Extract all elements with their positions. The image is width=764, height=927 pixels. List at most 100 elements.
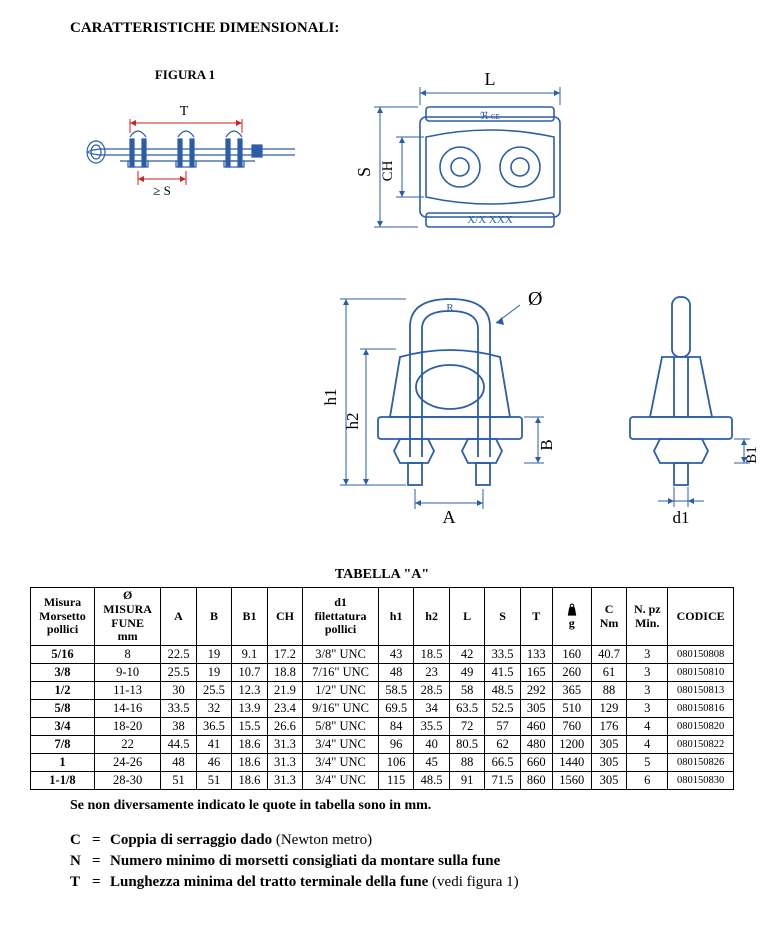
- table-cell: 305: [591, 772, 626, 790]
- table-cell: 080150830: [668, 772, 734, 790]
- table-cell: 292: [520, 682, 552, 700]
- table-cell: 5/8" UNC: [303, 718, 379, 736]
- label-R: R: [446, 302, 454, 314]
- table-cell: 18.6: [232, 772, 267, 790]
- table-cell: 510: [552, 700, 591, 718]
- table-cell: 080150808: [668, 646, 734, 664]
- table-cell: 3/4" UNC: [303, 736, 379, 754]
- table-cell: 33.5: [485, 646, 520, 664]
- figure-1-block: FIGURA 1: [70, 67, 300, 199]
- table-cell: 3/4" UNC: [303, 754, 379, 772]
- dim-phi: Ø: [528, 288, 542, 310]
- table-cell: 91: [449, 772, 484, 790]
- mark-text: X/X XXX: [467, 214, 513, 226]
- table-cell: 31.3: [267, 772, 302, 790]
- table-cell: 61: [591, 664, 626, 682]
- table-cell: 3/4: [31, 718, 95, 736]
- dim-T-label: T: [180, 104, 189, 119]
- table-cell: 49: [449, 664, 484, 682]
- table-cell: 96: [378, 736, 413, 754]
- table-cell: 32: [196, 700, 231, 718]
- table-cell: 80.5: [449, 736, 484, 754]
- legend-eq: =: [92, 832, 110, 849]
- table-cell: 3/8: [31, 664, 95, 682]
- table-cell: 12.3: [232, 682, 267, 700]
- table-cell: 305: [591, 736, 626, 754]
- table-row: 3/89-1025.51910.718.87/16" UNC48234941.5…: [31, 664, 734, 682]
- table-cell: 760: [552, 718, 591, 736]
- table-cell: 40: [414, 736, 449, 754]
- dim-h2: h2: [343, 413, 362, 430]
- table-cell: 62: [485, 736, 520, 754]
- legend-row: T=Lunghezza minima del tratto terminale …: [70, 874, 734, 891]
- col-header: S: [485, 588, 520, 646]
- col-header: h2: [414, 588, 449, 646]
- units-note: Se non diversamente indicato le quote in…: [70, 798, 734, 814]
- table-cell: 3/4" UNC: [303, 772, 379, 790]
- col-header: d1filettaturapollici: [303, 588, 379, 646]
- table-cell: 8: [94, 646, 160, 664]
- legend-row: C=Coppia di serraggio dado (Newton metro…: [70, 832, 734, 849]
- dim-d1: d1: [673, 508, 690, 527]
- figures-area: FIGURA 1: [70, 67, 734, 537]
- table-cell: 48: [161, 754, 196, 772]
- table-cell: 88: [591, 682, 626, 700]
- table-cell: 5: [627, 754, 668, 772]
- table-cell: 133: [520, 646, 552, 664]
- table-cell: 1440: [552, 754, 591, 772]
- table-cell: 7/8: [31, 736, 95, 754]
- table-cell: 4: [627, 736, 668, 754]
- table-cell: 480: [520, 736, 552, 754]
- table-cell: 17.2: [267, 646, 302, 664]
- table-cell: 5/16: [31, 646, 95, 664]
- table-cell: 25.5: [161, 664, 196, 682]
- table-cell: 28.5: [414, 682, 449, 700]
- table-cell: 66.5: [485, 754, 520, 772]
- table-title: TABELLA "A": [30, 567, 734, 583]
- col-header: T: [520, 588, 552, 646]
- table-cell: 3: [627, 646, 668, 664]
- table-cell: 58: [449, 682, 484, 700]
- table-cell: 080150813: [668, 682, 734, 700]
- legend-block: C=Coppia di serraggio dado (Newton metro…: [70, 832, 734, 891]
- top-view-diagram: X/X XXX ℜ ᴄᴇ L S: [340, 67, 600, 267]
- table-cell: 305: [520, 700, 552, 718]
- table-cell: 22: [94, 736, 160, 754]
- dim-A: A: [443, 507, 456, 527]
- table-cell: 63.5: [449, 700, 484, 718]
- table-cell: 26.6: [267, 718, 302, 736]
- col-header: B: [196, 588, 231, 646]
- legend-text: Coppia di serraggio dado (Newton metro): [110, 832, 372, 849]
- figure-1-label: FIGURA 1: [70, 67, 300, 83]
- table-cell: 18.5: [414, 646, 449, 664]
- table-cell: 18.6: [232, 736, 267, 754]
- table-cell: 9.1: [232, 646, 267, 664]
- table-row: 1/211-133025.512.321.91/2" UNC58.528.558…: [31, 682, 734, 700]
- table-cell: 6: [627, 772, 668, 790]
- table-cell: 3: [627, 682, 668, 700]
- table-row: 3/418-203836.515.526.65/8" UNC8435.57257…: [31, 718, 734, 736]
- legend-text: Numero minimo di morsetti consigliati da…: [110, 853, 500, 870]
- col-header: A: [161, 588, 196, 646]
- table-cell: 11-13: [94, 682, 160, 700]
- table-cell: 69.5: [378, 700, 413, 718]
- legend-symbol: N: [70, 853, 92, 870]
- table-cell: 35.5: [414, 718, 449, 736]
- table-cell: 1-1/8: [31, 772, 95, 790]
- table-cell: 1560: [552, 772, 591, 790]
- legend-symbol: T: [70, 874, 92, 891]
- table-cell: 1/2: [31, 682, 95, 700]
- table-cell: 1200: [552, 736, 591, 754]
- table-cell: 7/16" UNC: [303, 664, 379, 682]
- table-cell: 460: [520, 718, 552, 736]
- table-cell: 165: [520, 664, 552, 682]
- col-header: B1: [232, 588, 267, 646]
- table-cell: 660: [520, 754, 552, 772]
- col-header: MisuraMorsettopollici: [31, 588, 95, 646]
- table-cell: 080150826: [668, 754, 734, 772]
- table-cell: 43: [378, 646, 413, 664]
- table-cell: 24-26: [94, 754, 160, 772]
- table-cell: 42: [449, 646, 484, 664]
- table-cell: 51: [196, 772, 231, 790]
- table-cell: 34: [414, 700, 449, 718]
